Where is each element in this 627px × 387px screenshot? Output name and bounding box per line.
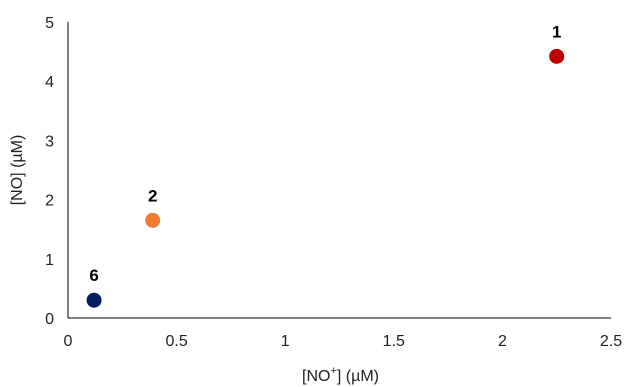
x-tick-labels: 0 0.5 1 1.5 2 2.5 — [64, 333, 623, 350]
x-axis-title-prefix: [NO — [302, 368, 330, 385]
x-tick-label: 2 — [498, 333, 507, 350]
axes — [67, 22, 611, 319]
x-axis-title-suffix: ] (µM) — [337, 368, 379, 385]
y-tick-labels: 0 1 2 3 4 5 — [45, 15, 54, 328]
y-tick-label: 1 — [45, 252, 54, 269]
x-axis-title: [NO+] (µM) — [302, 365, 379, 385]
data-point-label: 1 — [552, 22, 561, 41]
x-tick-label: 0 — [64, 333, 73, 350]
x-tick-label: 1 — [281, 333, 290, 350]
data-points: 1 2 6 — [86, 22, 565, 308]
x-tick-label: 0.5 — [165, 333, 187, 350]
data-point-label: 2 — [148, 186, 157, 205]
data-point — [549, 48, 565, 64]
y-axis-title: [NO] (µM) — [9, 135, 26, 206]
data-point — [145, 212, 161, 228]
x-tick-label: 2.5 — [600, 333, 622, 350]
y-tick-label: 2 — [45, 193, 54, 210]
y-tick-label: 5 — [45, 15, 54, 32]
y-tick-label: 0 — [45, 311, 54, 328]
y-tick-label: 3 — [45, 133, 54, 150]
y-tick-label: 4 — [45, 74, 54, 91]
x-axis-title-superscript: + — [330, 365, 336, 377]
x-tick-label: 1.5 — [383, 333, 405, 350]
data-point — [86, 292, 102, 308]
data-point-label: 6 — [89, 266, 98, 285]
